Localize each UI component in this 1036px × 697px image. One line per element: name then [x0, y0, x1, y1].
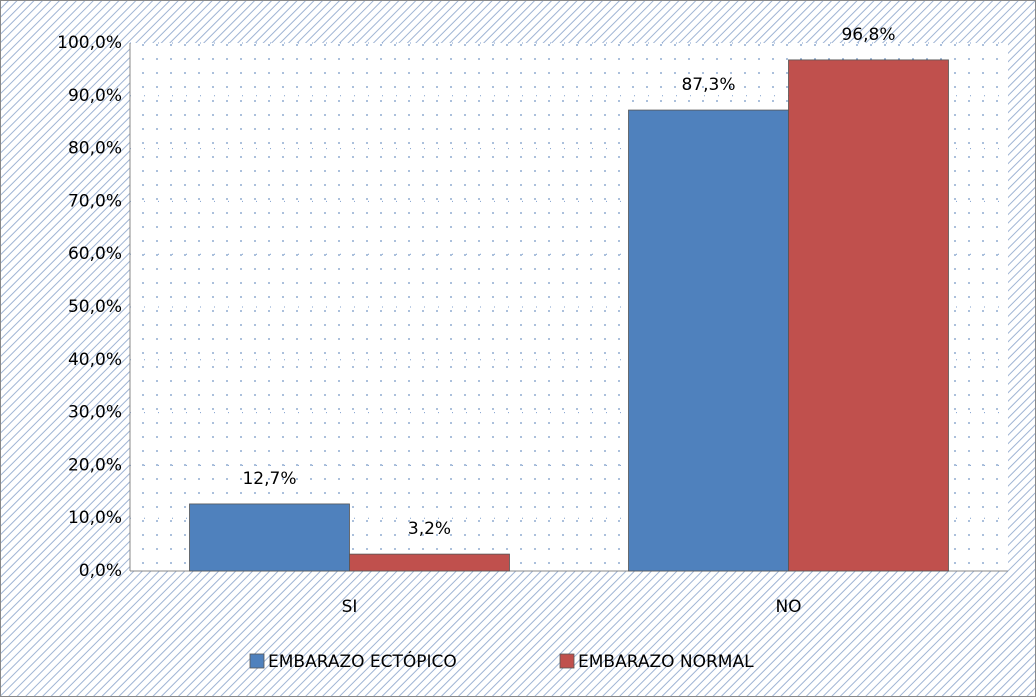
y-tick-label: 90,0%	[68, 86, 122, 106]
x-tick-label: SI	[342, 597, 358, 617]
x-tick-label: NO	[775, 597, 801, 617]
bar	[628, 109, 789, 572]
y-tick-label: 70,0%	[68, 191, 122, 211]
y-tick-label: 50,0%	[68, 297, 122, 317]
legend-swatch	[559, 653, 575, 669]
y-tick-label: 40,0%	[68, 350, 122, 370]
legend-label: EMBARAZO ECTÓPICO	[268, 650, 457, 672]
y-tick-label: 10,0%	[68, 508, 122, 528]
legend-swatch	[249, 653, 265, 669]
value-label: 87,3%	[681, 75, 735, 95]
bar	[349, 553, 510, 572]
value-label: 3,2%	[408, 519, 451, 539]
y-tick-label: 100,0%	[57, 33, 122, 53]
value-label: 12,7%	[242, 469, 296, 489]
y-tick-label: 20,0%	[68, 455, 122, 475]
y-tick-label: 0,0%	[79, 561, 122, 581]
bar	[788, 59, 949, 572]
y-tick-label: 60,0%	[68, 244, 122, 264]
value-label: 96,8%	[841, 25, 895, 45]
y-tick-label: 80,0%	[68, 139, 122, 159]
y-tick-label: 30,0%	[68, 403, 122, 423]
bar	[189, 503, 350, 572]
legend-label: EMBARAZO NORMAL	[578, 652, 754, 672]
